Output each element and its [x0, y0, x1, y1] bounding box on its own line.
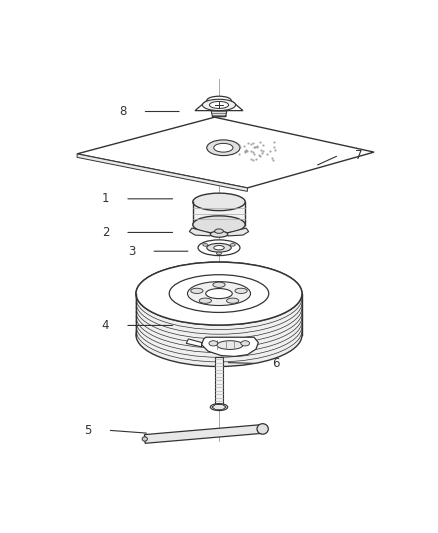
Ellipse shape: [210, 403, 228, 410]
Ellipse shape: [226, 298, 239, 303]
Ellipse shape: [209, 341, 218, 346]
Ellipse shape: [136, 285, 302, 348]
Ellipse shape: [207, 244, 231, 252]
Text: 6: 6: [272, 357, 279, 370]
Ellipse shape: [207, 96, 231, 105]
Ellipse shape: [214, 143, 233, 152]
Ellipse shape: [136, 304, 302, 367]
Ellipse shape: [136, 276, 302, 339]
Ellipse shape: [193, 193, 245, 211]
Text: 3: 3: [128, 245, 135, 258]
Ellipse shape: [209, 101, 229, 108]
Text: 7: 7: [355, 149, 363, 161]
Polygon shape: [212, 405, 226, 410]
Ellipse shape: [214, 246, 224, 250]
Ellipse shape: [136, 280, 302, 343]
Ellipse shape: [193, 216, 245, 233]
Ellipse shape: [235, 288, 247, 294]
Ellipse shape: [217, 341, 243, 350]
Ellipse shape: [169, 274, 269, 312]
Ellipse shape: [257, 424, 268, 434]
Ellipse shape: [202, 99, 236, 111]
Polygon shape: [195, 101, 243, 111]
Polygon shape: [215, 357, 223, 407]
Ellipse shape: [230, 244, 235, 246]
Polygon shape: [228, 228, 249, 236]
Ellipse shape: [198, 240, 240, 256]
Polygon shape: [186, 339, 201, 347]
Ellipse shape: [136, 262, 302, 325]
Text: 2: 2: [102, 226, 109, 239]
Polygon shape: [77, 154, 247, 191]
Ellipse shape: [241, 341, 250, 346]
Ellipse shape: [187, 281, 251, 305]
Ellipse shape: [210, 231, 228, 237]
Text: 4: 4: [102, 319, 109, 332]
Polygon shape: [211, 111, 227, 117]
Ellipse shape: [136, 266, 302, 329]
Polygon shape: [201, 337, 258, 357]
Ellipse shape: [216, 252, 222, 255]
Ellipse shape: [206, 288, 232, 298]
Ellipse shape: [203, 244, 208, 246]
Text: 5: 5: [85, 424, 92, 437]
Ellipse shape: [191, 288, 203, 294]
Ellipse shape: [136, 294, 302, 357]
Polygon shape: [145, 425, 263, 443]
Polygon shape: [77, 117, 374, 188]
Ellipse shape: [136, 262, 302, 325]
Ellipse shape: [207, 140, 240, 156]
Text: 8: 8: [119, 105, 127, 118]
Text: 1: 1: [102, 192, 109, 205]
Ellipse shape: [136, 290, 302, 353]
Ellipse shape: [199, 298, 212, 303]
Ellipse shape: [215, 229, 223, 233]
Ellipse shape: [142, 437, 148, 441]
Polygon shape: [193, 202, 245, 224]
Ellipse shape: [213, 282, 225, 287]
Ellipse shape: [136, 299, 302, 362]
Polygon shape: [189, 228, 210, 236]
Ellipse shape: [136, 271, 302, 334]
